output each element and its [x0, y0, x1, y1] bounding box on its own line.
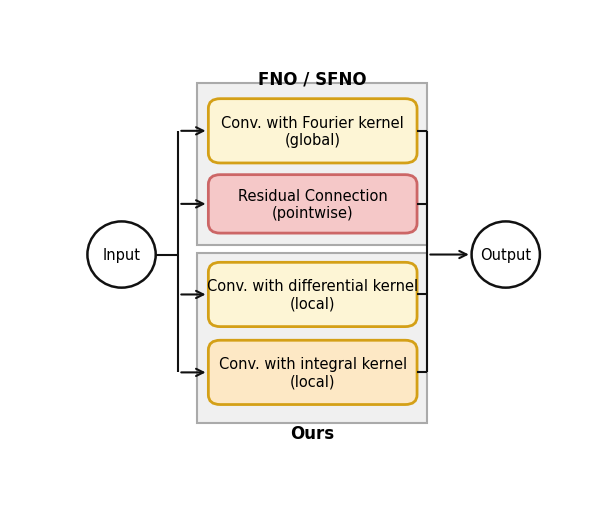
Text: Conv. with Fourier kernel
(global): Conv. with Fourier kernel (global): [222, 116, 404, 148]
Ellipse shape: [472, 222, 540, 288]
Text: Residual Connection
(pointwise): Residual Connection (pointwise): [238, 188, 387, 221]
FancyBboxPatch shape: [208, 99, 417, 164]
Text: Conv. with differential kernel
(local): Conv. with differential kernel (local): [207, 279, 418, 311]
Ellipse shape: [88, 222, 155, 288]
Text: Ours: Ours: [291, 424, 335, 442]
Text: Conv. with integral kernel
(local): Conv. with integral kernel (local): [218, 357, 407, 389]
FancyBboxPatch shape: [208, 175, 417, 234]
Bar: [198, 253, 428, 423]
FancyBboxPatch shape: [208, 263, 417, 327]
Text: FNO / SFNO: FNO / SFNO: [258, 70, 367, 88]
Text: Input: Input: [103, 247, 141, 263]
Bar: [198, 84, 428, 245]
FancyBboxPatch shape: [208, 340, 417, 405]
Text: Output: Output: [480, 247, 531, 263]
